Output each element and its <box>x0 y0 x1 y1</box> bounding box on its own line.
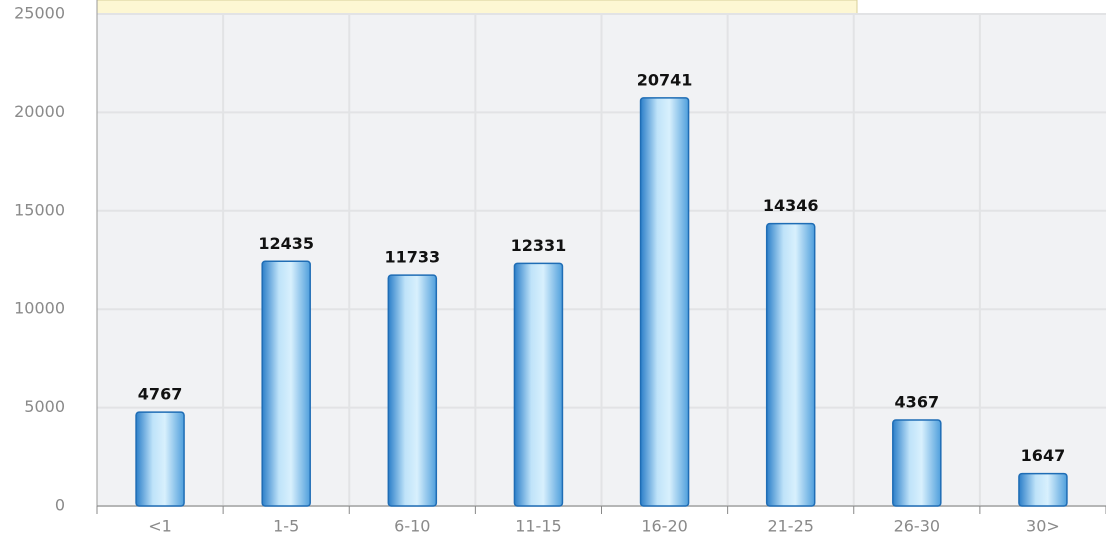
value-label: 14346 <box>763 196 819 215</box>
bar <box>765 222 816 507</box>
x-tick-label: 21-25 <box>767 517 814 536</box>
bar <box>892 419 942 507</box>
x-tick-label: 6-10 <box>394 517 430 536</box>
y-tick-label: 20000 <box>14 102 65 121</box>
value-label: 1647 <box>1021 446 1066 465</box>
value-label: 4367 <box>895 393 940 412</box>
value-label: 12435 <box>258 234 314 253</box>
x-tick-label: 30> <box>1026 517 1060 536</box>
tooltip-box <box>96 0 858 15</box>
bar <box>513 262 564 507</box>
x-tick-label: 1-5 <box>273 517 299 536</box>
bar <box>639 97 690 507</box>
value-label: 11733 <box>384 248 440 267</box>
y-tick-label: 25000 <box>14 4 65 23</box>
y-tick-label: 15000 <box>14 200 65 219</box>
y-tick-label: 10000 <box>14 299 65 318</box>
value-label: 20741 <box>637 70 693 89</box>
x-tick-label: 16-20 <box>641 517 688 536</box>
bar <box>135 411 185 507</box>
y-tick-label: 0 <box>55 496 65 515</box>
bar <box>1018 472 1068 507</box>
value-label: 4767 <box>138 385 183 404</box>
bar <box>387 274 438 507</box>
x-tick-label: <1 <box>148 517 172 536</box>
x-tick-label: 26-30 <box>894 517 941 536</box>
value-label: 12331 <box>511 236 567 255</box>
x-tick-label: 11-15 <box>515 517 562 536</box>
y-tick-label: 5000 <box>24 397 65 416</box>
bar <box>261 260 311 507</box>
